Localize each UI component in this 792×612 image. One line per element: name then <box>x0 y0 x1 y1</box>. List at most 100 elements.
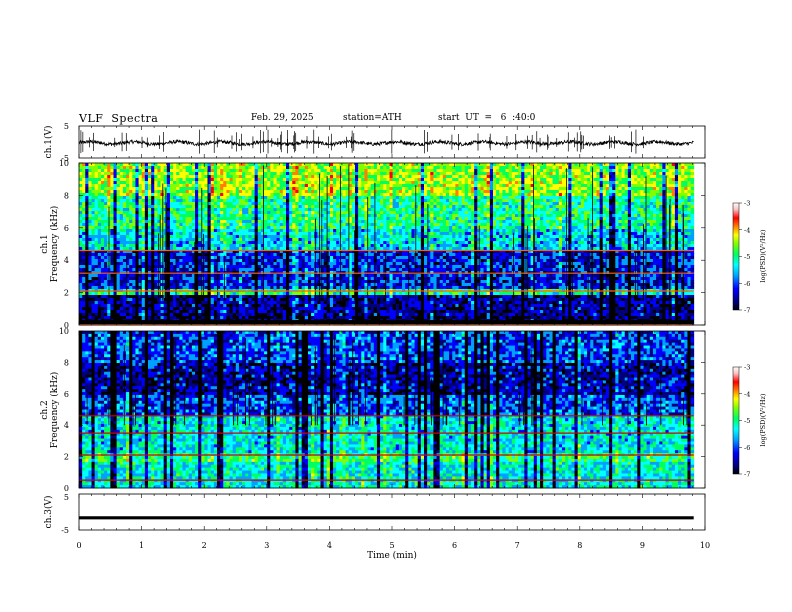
spectrogram-cell <box>132 199 136 202</box>
spectrogram-cell <box>135 235 139 238</box>
spectrogram-cell <box>248 169 252 172</box>
spectrogram-cell <box>314 238 318 241</box>
spectrogram-cell <box>286 229 290 232</box>
spectrogram-cell <box>139 286 143 289</box>
spectrogram-cell <box>104 274 108 277</box>
spectrogram-cell <box>176 268 180 271</box>
spectrogram-cell <box>308 184 312 187</box>
spectrogram-cell <box>358 166 362 169</box>
spectrogram-cell <box>110 184 114 187</box>
spectrogram-cell <box>333 175 337 178</box>
spectrogram-cell <box>211 229 215 232</box>
spectrogram-cell <box>239 211 243 214</box>
spectrogram-cell <box>142 274 146 277</box>
spectrogram-cell <box>95 202 99 205</box>
spectrogram-cell <box>198 172 202 175</box>
spectrogram-cell <box>255 298 259 301</box>
spectrogram-cell <box>214 313 218 316</box>
spectrogram-cell <box>95 193 99 196</box>
spectrogram-cell <box>123 220 127 223</box>
spectrogram-cell <box>176 262 180 265</box>
spectrogram-cell <box>179 184 183 187</box>
spectrogram-cell <box>157 301 161 304</box>
spectrogram-cell <box>161 199 165 202</box>
spectrogram-cell <box>245 226 249 229</box>
spectrogram-cell <box>92 238 96 241</box>
spectrogram-cell <box>267 253 271 256</box>
spectrogram-cell <box>151 229 155 232</box>
spectrogram-cell <box>245 169 249 172</box>
spectrogram-cell <box>142 217 146 220</box>
spectrogram-cell <box>88 241 92 244</box>
spectrogram-cell <box>79 193 83 196</box>
spectrogram-cell <box>230 310 234 313</box>
spectrogram-cell <box>342 199 346 202</box>
spectrogram-cell <box>114 235 118 238</box>
spectrogram-cell <box>226 247 230 250</box>
spectrogram-cell <box>157 187 161 190</box>
spectrogram-cell <box>258 184 262 187</box>
spectrogram-cell <box>230 178 234 181</box>
spectrogram-cell <box>164 301 168 304</box>
spectrogram-cell <box>173 226 177 229</box>
spectrogram-cell <box>273 232 277 235</box>
spectrogram-cell <box>95 301 99 304</box>
spectrogram-cell <box>333 316 337 319</box>
spectrogram-cell <box>327 163 331 166</box>
spectrogram-cell <box>211 202 215 205</box>
spectrogram-cell <box>183 253 187 256</box>
spectrogram-cell <box>161 253 165 256</box>
spectrogram-cell <box>192 310 196 313</box>
spectrogram-cell <box>148 310 152 313</box>
spectrogram-cell <box>252 214 256 217</box>
spectrogram-cell <box>245 259 249 262</box>
spectrogram-cell <box>154 280 158 283</box>
spectrogram-cell <box>79 286 83 289</box>
spectrogram-cell <box>85 169 89 172</box>
spectrogram-cell <box>195 301 199 304</box>
spectrogram-cell <box>220 220 224 223</box>
spectrogram-cell <box>333 226 337 229</box>
spectrogram-cell <box>258 298 262 301</box>
spectrogram-cell <box>186 265 190 268</box>
spectrogram-cell <box>161 214 165 217</box>
spectrogram-cell <box>283 313 287 316</box>
spectrogram-cell <box>245 193 249 196</box>
spectrogram-cell <box>135 232 139 235</box>
spectrogram-cell <box>299 199 303 202</box>
spectrogram-cell <box>114 244 118 247</box>
spectrogram-cell <box>142 211 146 214</box>
spectrogram-cell <box>217 220 221 223</box>
spectrogram-cell <box>167 301 171 304</box>
spectrogram-cell <box>248 238 252 241</box>
spectrogram-cell <box>283 298 287 301</box>
spectrogram-cell <box>114 175 118 178</box>
spectrogram-cell <box>161 298 165 301</box>
spectrogram-cell <box>208 310 212 313</box>
spectrogram-cell <box>286 187 290 190</box>
spectrogram-cell <box>258 304 262 307</box>
spectrogram-cell <box>82 274 86 277</box>
spectrogram-cell <box>239 259 243 262</box>
spectrogram-cell <box>161 313 165 316</box>
spectrogram-cell <box>277 184 281 187</box>
spectrogram-cell <box>330 265 334 268</box>
spectrogram-cell <box>255 313 259 316</box>
spectrogram-cell <box>161 244 165 247</box>
spectrogram-cell <box>355 169 359 172</box>
spectrogram-cell <box>98 298 102 301</box>
spectrogram-cell <box>123 199 127 202</box>
spectrogram-cell <box>355 223 359 226</box>
spectrogram-cell <box>129 235 133 238</box>
spectrogram-cell <box>236 298 240 301</box>
spectrogram-cell <box>142 241 146 244</box>
spectrogram-cell <box>179 178 183 181</box>
spectrogram-cell <box>255 187 259 190</box>
spectrogram-cell <box>142 166 146 169</box>
spectrogram-cell <box>270 253 274 256</box>
spectrogram-cell <box>239 274 243 277</box>
spectrogram-cell <box>220 268 224 271</box>
spectrogram-cell <box>324 226 328 229</box>
spectrogram-cell <box>336 169 340 172</box>
spectrogram-cell <box>233 304 237 307</box>
